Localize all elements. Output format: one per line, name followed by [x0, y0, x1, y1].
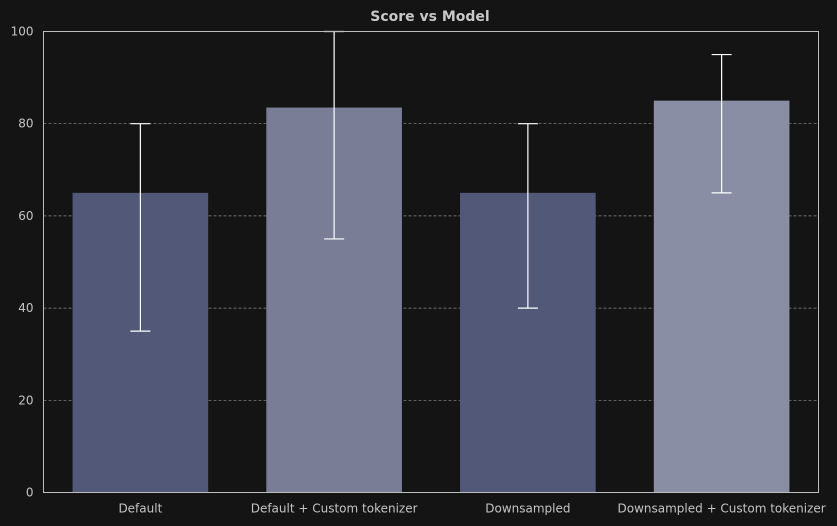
error-bars-layer — [130, 30, 732, 332]
x-tick-label: Default + Custom tokenizer — [251, 502, 418, 516]
error-bar — [517, 123, 538, 309]
x-tick-label: Downsampled — [485, 502, 570, 516]
y-tick-label: 20 — [18, 393, 33, 407]
axis-layer: 0 20 40 60 80 100 Default Default + Custom toke… — [11, 25, 826, 516]
y-tick-label: 0 — [26, 486, 34, 500]
x-tick-label: Downsampled + Custom tokenizer — [618, 502, 826, 516]
chart-title: Score vs Model — [370, 9, 489, 25]
error-bar — [711, 53, 732, 194]
plot-frame — [43, 31, 819, 493]
bars-layer — [72, 100, 790, 493]
y-tick-label: 80 — [18, 117, 33, 131]
x-tick-label: Default — [118, 502, 162, 516]
y-tick-label: 100 — [11, 25, 34, 39]
y-tick-label: 60 — [18, 209, 33, 223]
y-tick-label: 40 — [18, 301, 33, 315]
error-bar — [130, 123, 151, 332]
